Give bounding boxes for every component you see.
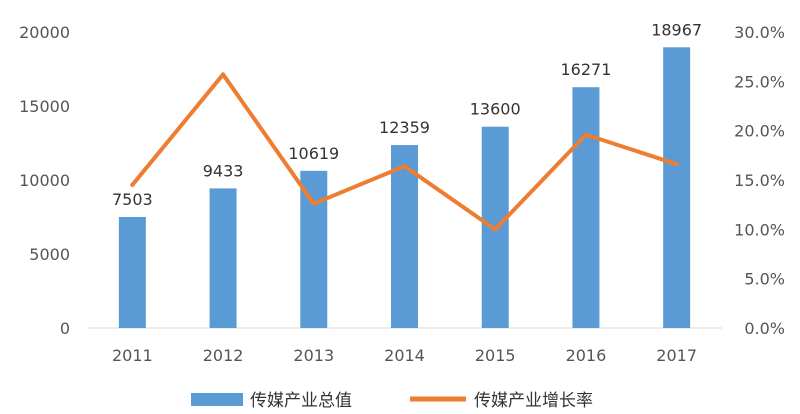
x-tick-label: 2014 <box>384 346 425 365</box>
bar <box>391 145 418 328</box>
line-point <box>311 201 316 206</box>
x-tick-label: 2015 <box>475 346 516 365</box>
x-tick-label: 2016 <box>566 346 607 365</box>
bar-data-labels: 7503 9433 10619 12359 13600 16271 18967 <box>112 20 702 209</box>
bar-series <box>118 47 691 329</box>
y-left-tick-label: 10000 <box>19 171 70 190</box>
y-right-tick-label: 20.0% <box>734 122 785 141</box>
legend-swatch-bar <box>191 393 243 406</box>
bar <box>209 188 237 328</box>
y-right-tick-label: 15.0% <box>734 171 785 190</box>
bar-data-label: 9433 <box>203 161 244 180</box>
y-right-tick-label: 25.0% <box>734 72 785 91</box>
y-right-tick-label: 10.0% <box>734 220 785 239</box>
line-point <box>493 227 498 232</box>
line-series <box>130 72 679 232</box>
bar <box>300 170 328 328</box>
x-tick-label: 2012 <box>203 346 244 365</box>
bar <box>572 87 600 328</box>
bar-data-label: 13600 <box>470 100 521 119</box>
line-point <box>583 132 588 137</box>
x-axis-ticks: 2011 2012 2013 2014 2015 2016 2017 <box>112 346 697 365</box>
legend-label-line: 传媒产业增长率 <box>474 391 593 411</box>
right-axis-ticks: 0.0% 5.0% 10.0% 15.0% 20.0% 25.0% 30.0% <box>734 23 785 338</box>
left-axis-ticks: 0 5000 10000 15000 20000 <box>19 23 70 338</box>
y-right-tick-label: 30.0% <box>734 23 785 42</box>
bar-data-label: 7503 <box>112 190 153 209</box>
bar <box>118 216 146 328</box>
bar-data-label: 18967 <box>651 20 702 39</box>
line-point <box>402 164 407 169</box>
x-tick-label: 2011 <box>112 346 153 365</box>
line-point <box>674 162 679 167</box>
legend: 传媒产业总值 传媒产业增长率 <box>191 391 593 411</box>
bar-data-label: 10619 <box>288 144 339 163</box>
y-left-tick-label: 5000 <box>29 245 70 264</box>
bar-data-label: 12359 <box>379 118 430 137</box>
x-tick-label: 2013 <box>293 346 334 365</box>
line-point <box>221 72 226 77</box>
bar <box>663 47 691 329</box>
x-tick-label: 2017 <box>656 346 697 365</box>
line-point <box>130 182 135 187</box>
bar-data-label: 16271 <box>560 60 611 79</box>
y-left-tick-label: 20000 <box>19 23 70 42</box>
legend-label-bar: 传媒产业总值 <box>250 391 352 411</box>
y-left-tick-label: 0 <box>60 319 70 338</box>
y-right-tick-label: 5.0% <box>744 270 785 289</box>
y-right-tick-label: 0.0% <box>744 319 785 338</box>
y-left-tick-label: 15000 <box>19 97 70 116</box>
